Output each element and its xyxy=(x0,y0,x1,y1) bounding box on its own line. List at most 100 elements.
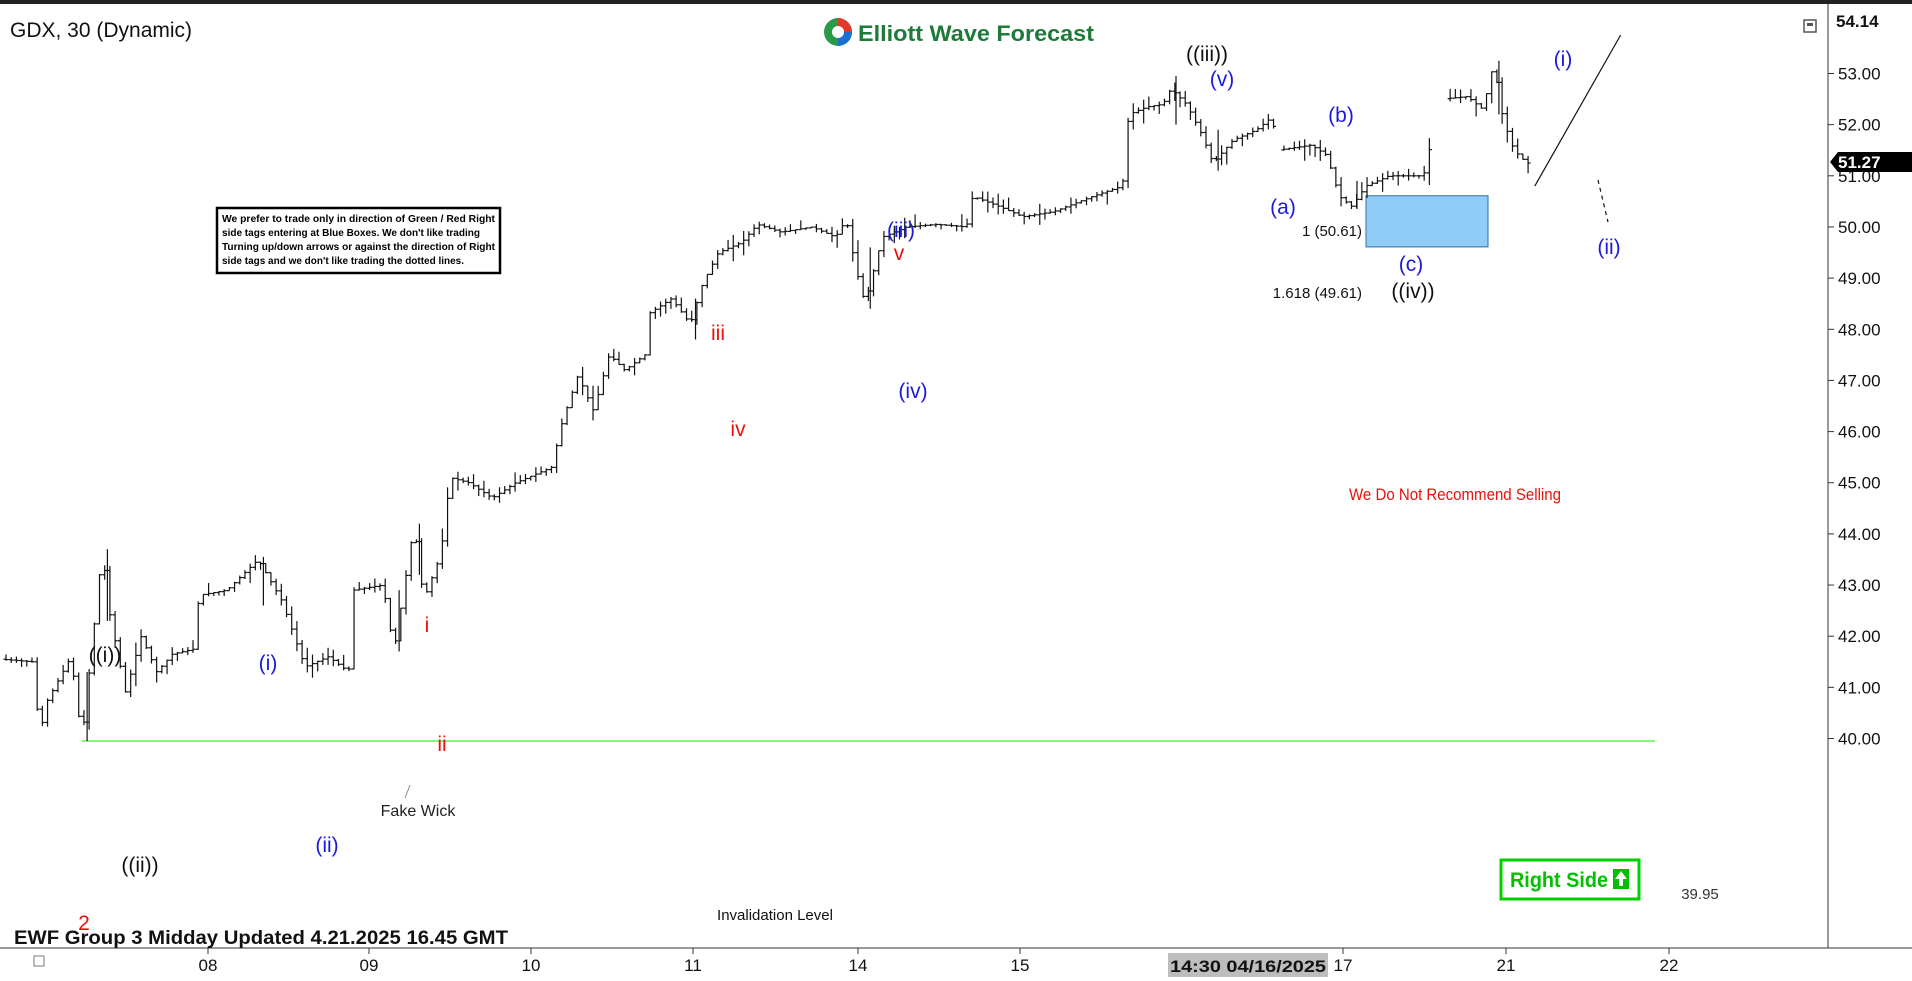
time-tick-label: 11 xyxy=(684,956,702,975)
price-bar xyxy=(559,418,565,447)
price-bar xyxy=(372,578,378,593)
price-tick-label: 46.00 xyxy=(1838,423,1881,442)
price-bar xyxy=(761,223,767,229)
price-bar xyxy=(497,487,503,503)
price-bar xyxy=(658,301,664,317)
price-bar xyxy=(294,621,300,652)
brand-logo: Elliott Wave Forecast xyxy=(824,18,1095,46)
price-bar xyxy=(985,191,991,213)
price-bar xyxy=(128,669,134,698)
price-bar xyxy=(564,406,570,426)
price-bar xyxy=(180,648,186,654)
price-bar xyxy=(1255,126,1261,133)
price-bar xyxy=(1281,145,1287,151)
wave-label-ii-blue-1: (ii) xyxy=(315,834,338,857)
price-bar xyxy=(148,645,154,664)
price-bar xyxy=(860,273,866,298)
current-price-value: 51.27 xyxy=(1838,153,1881,172)
price-bar xyxy=(1400,173,1406,178)
price-bar xyxy=(122,662,128,693)
price-bar xyxy=(938,223,944,230)
price-tick-label: 41.00 xyxy=(1838,678,1881,697)
price-bar xyxy=(439,528,445,569)
price-bar xyxy=(1520,153,1526,160)
price-bar xyxy=(1208,142,1214,164)
price-bar xyxy=(517,475,523,485)
top-border xyxy=(0,0,1912,4)
price-bar xyxy=(50,688,56,704)
price-bar xyxy=(81,710,87,726)
price-bar xyxy=(647,311,653,356)
time-tick-label: 09 xyxy=(360,956,379,975)
price-bar xyxy=(673,295,679,308)
price-bar xyxy=(1484,93,1490,112)
price-bar xyxy=(704,273,710,289)
price-bar xyxy=(39,705,45,727)
price-bar xyxy=(434,561,440,584)
price-bar xyxy=(767,224,773,230)
price-bar xyxy=(512,472,518,492)
price-bar xyxy=(1359,182,1365,201)
price-bar xyxy=(1312,144,1318,158)
price-bar xyxy=(886,231,892,241)
wave-label-i-blue-1: (i) xyxy=(259,652,278,675)
price-bar xyxy=(309,654,315,678)
top-price-tag: 54.14 xyxy=(1833,8,1912,31)
price-bar xyxy=(1161,98,1167,107)
price-bar xyxy=(284,595,290,618)
price-bar xyxy=(590,385,596,421)
price-bar xyxy=(232,581,238,592)
price-bar xyxy=(652,306,658,319)
time-tick-label: 15 xyxy=(1011,956,1030,975)
price-bar xyxy=(959,214,965,232)
price-bar xyxy=(725,239,731,252)
price-bar xyxy=(330,649,336,667)
price-bar xyxy=(268,572,274,586)
price-bar xyxy=(138,629,144,662)
price-bar xyxy=(772,225,778,233)
price-bar xyxy=(850,218,856,262)
price-bar xyxy=(1021,211,1027,225)
wave-label-c-blue: (c) xyxy=(1399,253,1424,276)
fib-1618-label: 1.618 (49.61) xyxy=(1273,285,1362,302)
price-bar xyxy=(1078,200,1084,204)
price-bar xyxy=(91,622,97,676)
price-bar xyxy=(1063,205,1069,211)
price-bar xyxy=(642,354,648,361)
price-bar xyxy=(948,222,954,228)
price-bar xyxy=(377,583,383,591)
price-bar xyxy=(632,358,638,376)
price-bar xyxy=(1146,96,1152,111)
price-bar xyxy=(538,466,544,475)
price-bar xyxy=(782,227,788,236)
price-bar xyxy=(206,583,212,597)
price-bar xyxy=(252,555,258,571)
corner-logo-icon xyxy=(33,955,45,967)
price-bar xyxy=(13,656,19,663)
price-bar xyxy=(361,586,367,595)
price-bar xyxy=(990,197,996,209)
projection-line xyxy=(1534,34,1622,187)
price-bar xyxy=(548,465,554,474)
price-bar xyxy=(964,218,970,228)
price-bar xyxy=(1089,195,1095,202)
price-bar xyxy=(1265,113,1271,130)
price-tick-label: 40.00 xyxy=(1838,730,1881,749)
blue-box-zone xyxy=(1365,195,1489,248)
price-bar xyxy=(793,229,799,234)
fake-wick-label: Fake Wick xyxy=(381,803,457,820)
price-bar xyxy=(247,563,253,584)
price-bar xyxy=(808,226,814,229)
price-bar xyxy=(387,597,393,633)
price-bar xyxy=(1115,181,1121,194)
price-bar xyxy=(1109,187,1115,192)
right-side-badge: Right Side xyxy=(1499,858,1641,901)
price-bar xyxy=(606,353,612,379)
wave-label-iii-black: ((iii)) xyxy=(1186,43,1228,66)
fib-1-label: 1 (50.61) xyxy=(1302,223,1362,240)
price-bar xyxy=(1245,132,1251,140)
time-tick-label: 10 xyxy=(522,956,541,975)
time-tick-label: 14 xyxy=(849,956,868,975)
window-icon[interactable] xyxy=(1803,19,1817,33)
price-bar xyxy=(1416,174,1422,179)
